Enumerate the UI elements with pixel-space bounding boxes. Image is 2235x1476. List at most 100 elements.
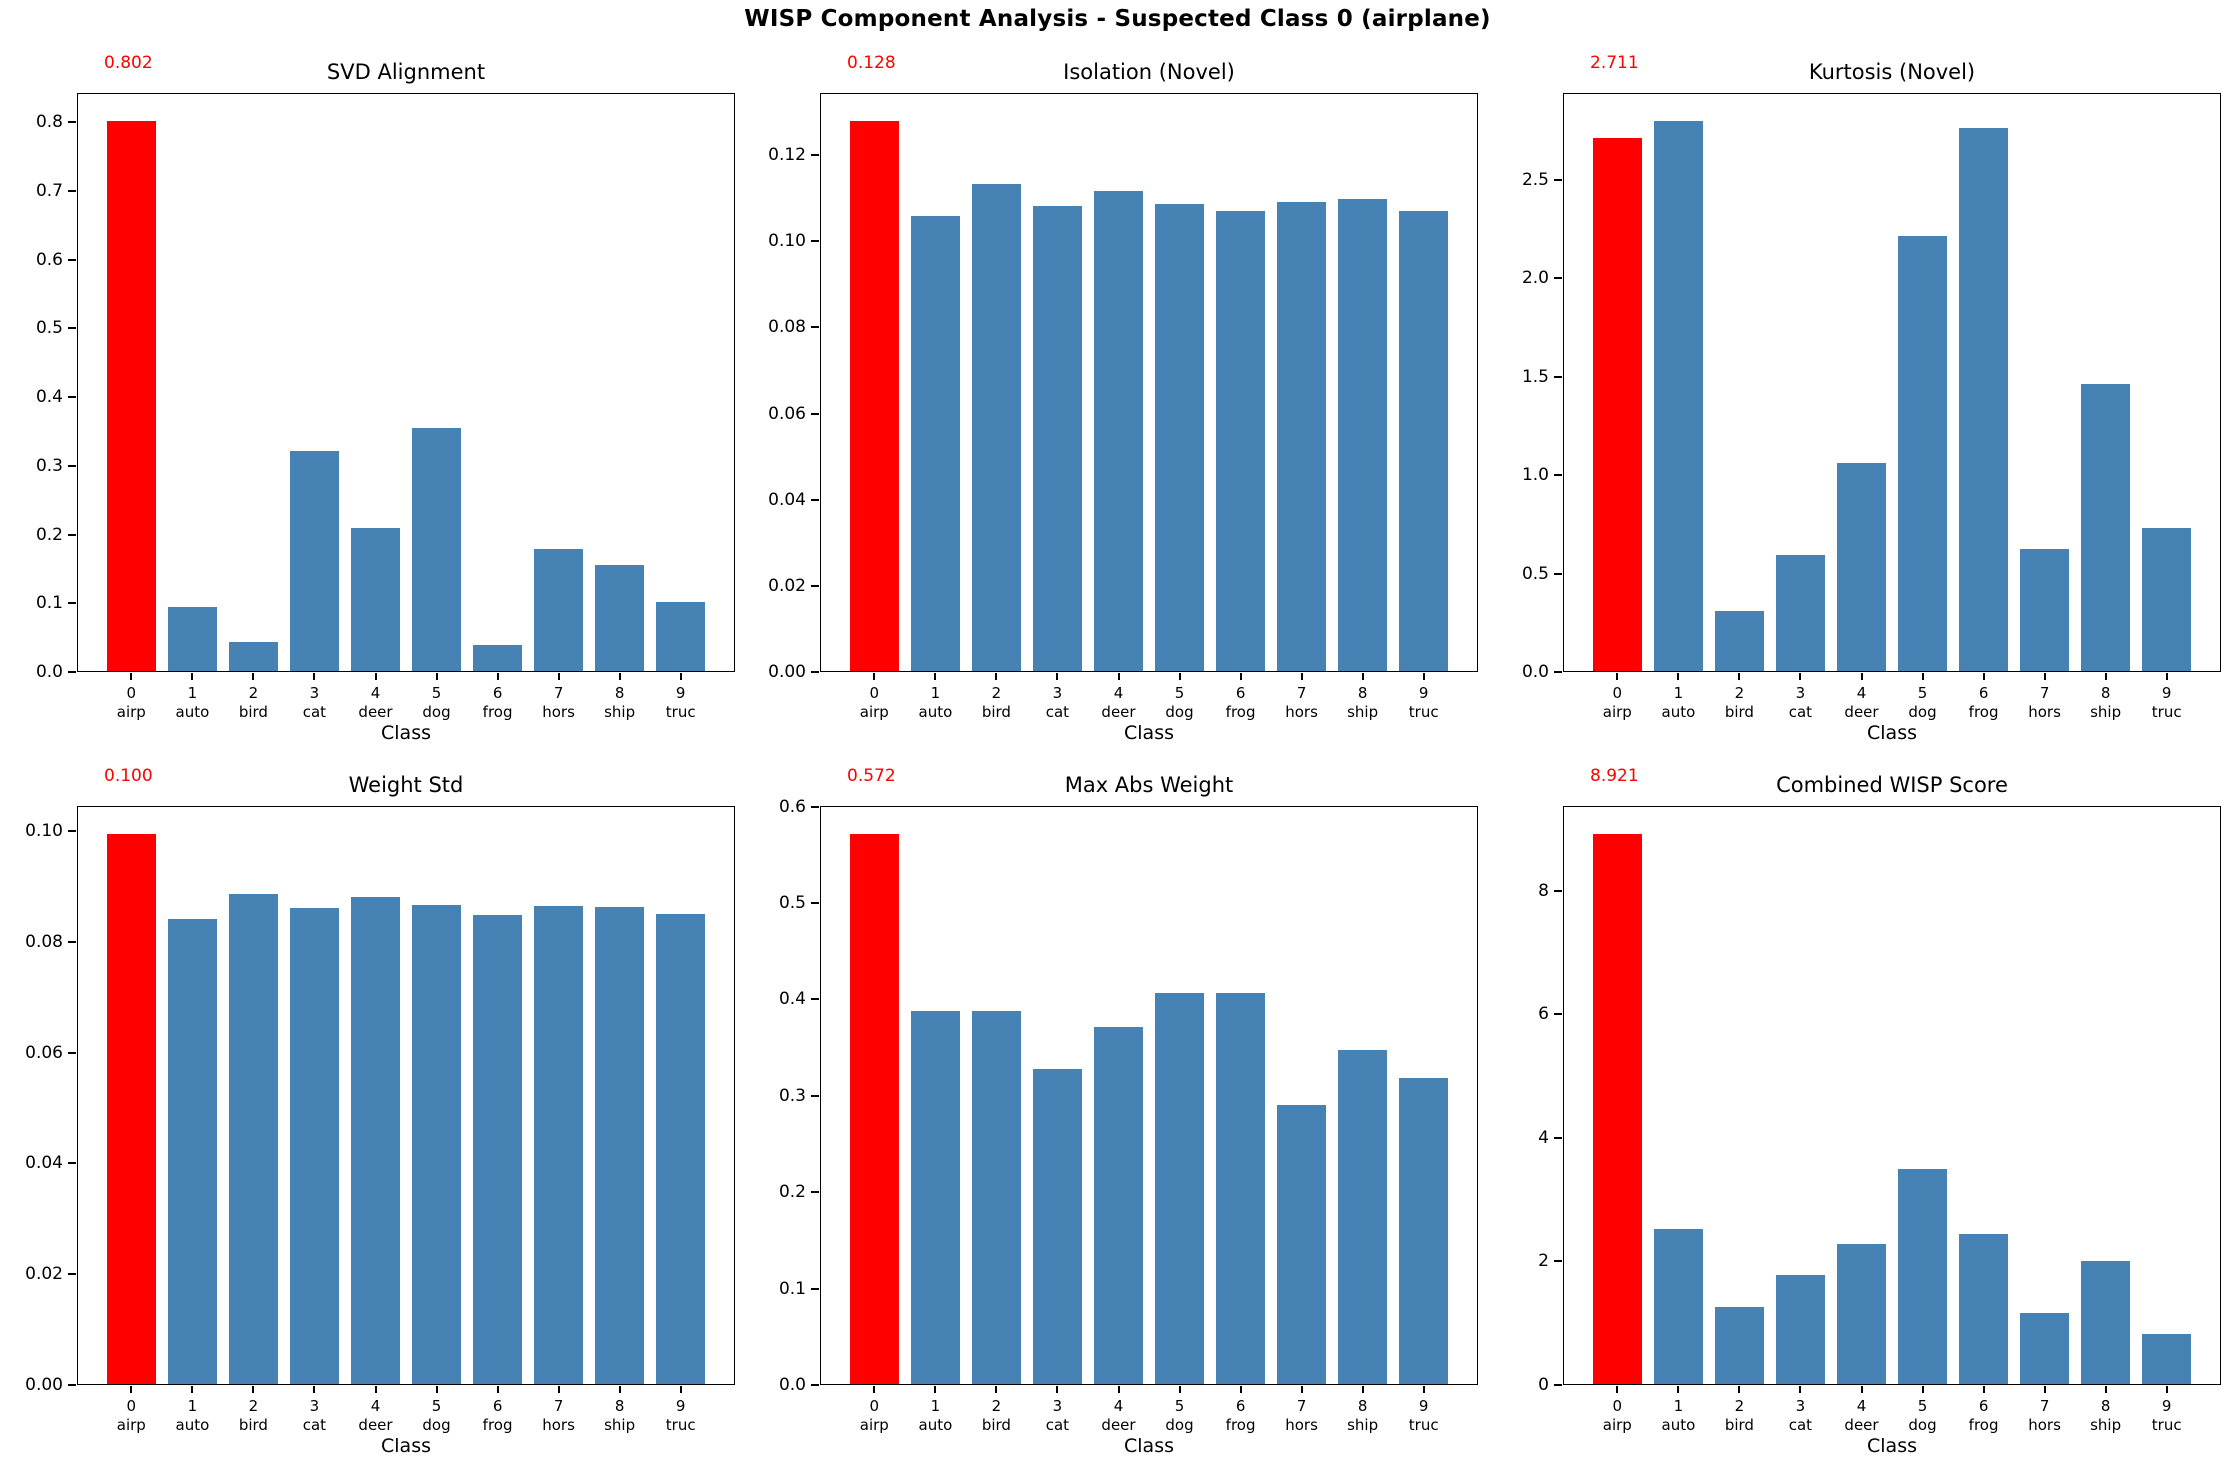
x-tick-mark [1239,673,1242,680]
x-tick-label: 5 dog [399,684,475,722]
y-tick-label: 0.12 [768,145,806,165]
x-tick-number: 8 [1357,684,1368,702]
y-tick-label: 0.10 [25,820,63,841]
x-tick-number: 1 [930,684,941,702]
y-tick-label: 0.3 [778,1085,806,1106]
x-tick-label: 3 cat [1762,684,1838,722]
x-tick-label: 6 frog [1203,684,1279,722]
x-tick-mark [374,673,377,680]
x-tick-mark [1056,1386,1059,1393]
y-tick-mark [68,671,76,673]
bar [167,919,217,1385]
x-tick-label: 6 frog [460,684,536,722]
x-tick-number: 4 [370,1397,381,1415]
x-tick-name: truc [2151,703,2182,721]
x-tick-label: 7 hors [2007,1397,2083,1435]
x-tick-number: 5 [431,684,442,702]
x-tick-number: 6 [1978,684,1989,702]
y-tick-label: 0.00 [25,1375,63,1395]
y-tick-label: 0.7 [35,180,63,201]
x-tick-name: auto [1661,1416,1696,1434]
x-tick-name: deer [358,1416,393,1434]
bar [351,527,400,672]
y-tick-label: 0.4 [35,387,63,407]
bar [412,427,461,672]
bar [1653,1228,1703,1385]
x-tick-name: hors [1285,703,1318,721]
x-tick-label: 5 dog [1142,684,1218,722]
x-tick-name: cat [1788,703,1813,721]
x-tick-label: 3 cat [276,684,352,722]
y-tick-label: 2 [1538,1251,1549,1272]
x-tick-label: 4 deer [1824,684,1900,722]
y-tick-label: 0.0 [35,662,63,682]
bar [656,601,706,672]
bar [1033,1068,1082,1385]
x-tick-name: dog [1165,1416,1194,1434]
y-tick-label: 2.0 [1521,268,1549,289]
x-tick-mark [2043,673,2046,680]
x-tick-mark [1799,673,1802,680]
x-tick-name: bird [238,703,268,721]
bar [595,906,644,1385]
x-axis-label: Class [1124,1435,1174,1457]
x-tick-label: 7 hors [521,684,597,722]
x-tick-name: deer [358,703,393,721]
x-tick-name: cat [1045,703,1070,721]
bar-highlighted [1592,833,1642,1385]
subplot-weight-std: Weight Std 0.100 0.00 0.02 0.04 0.06 0.08 0.10 0… [25,766,735,1457]
x-tick-label: 9 truc [643,1397,719,1435]
x-tick-mark [252,1386,255,1393]
y-tick-mark [68,829,76,832]
bar [1338,199,1387,672]
x-tick-mark [995,673,998,680]
x-tick-mark [1422,1386,1425,1393]
x-tick-number: 7 [553,684,564,702]
x-tick-number: 7 [2039,1397,2050,1415]
y-tick-mark [68,396,76,398]
x-tick-number: 7 [1296,1397,1307,1415]
x-tick-name: airp [116,703,146,721]
x-tick-label: 8 ship [1325,1397,1401,1435]
y-tick-mark [1554,474,1562,477]
x-tick-name: auto [918,703,953,721]
y-tick-label: 4 [1538,1127,1549,1148]
x-tick-mark [1300,673,1303,680]
bar [1155,992,1204,1385]
x-tick-number: 3 [1052,684,1063,702]
subplot-title: Max Abs Weight [1064,773,1234,797]
x-tick-name: airp [1602,703,1632,721]
subplot-title: Kurtosis (Novel) [1808,60,1976,84]
x-tick-label: 9 truc [1386,1397,1462,1435]
x-tick-name: airp [1602,1416,1632,1434]
x-axis-label: Class [381,722,431,744]
bar [1094,190,1143,672]
x-tick-name: dog [1908,703,1937,721]
bar [1959,128,2008,672]
x-tick-mark [618,673,621,680]
highlight-annotation: 0.128 [847,53,896,73]
x-tick-name: bird [1724,1416,1754,1434]
x-tick-number: 9 [1418,684,1429,702]
x-tick-mark [557,673,560,680]
x-tick-name: frog [1225,1416,1256,1434]
x-tick-number: 9 [675,1397,686,1415]
x-tick-label: 1 auto [897,1397,973,1435]
highlight-annotation: 0.572 [847,766,896,786]
x-tick-name: deer [1101,703,1136,721]
x-tick-mark [934,1386,937,1393]
x-tick-mark [1860,673,1863,680]
x-tick-number: 2 [248,684,259,702]
x-tick-label: 7 hors [1264,684,1340,722]
x-tick-mark [130,673,133,680]
x-tick-label: 9 truc [643,684,719,722]
subplot-title: Weight Std [348,773,464,797]
x-tick-mark [679,1386,682,1393]
y-tick-label: 0.00 [768,662,806,682]
y-tick-label: 0.2 [778,1182,806,1203]
y-tick-mark [811,902,819,904]
x-tick-name: frog [1225,703,1256,721]
y-tick-label: 0.08 [25,931,63,952]
x-tick-name: ship [1347,1416,1379,1434]
x-tick-label: 1 auto [1640,1397,1716,1435]
